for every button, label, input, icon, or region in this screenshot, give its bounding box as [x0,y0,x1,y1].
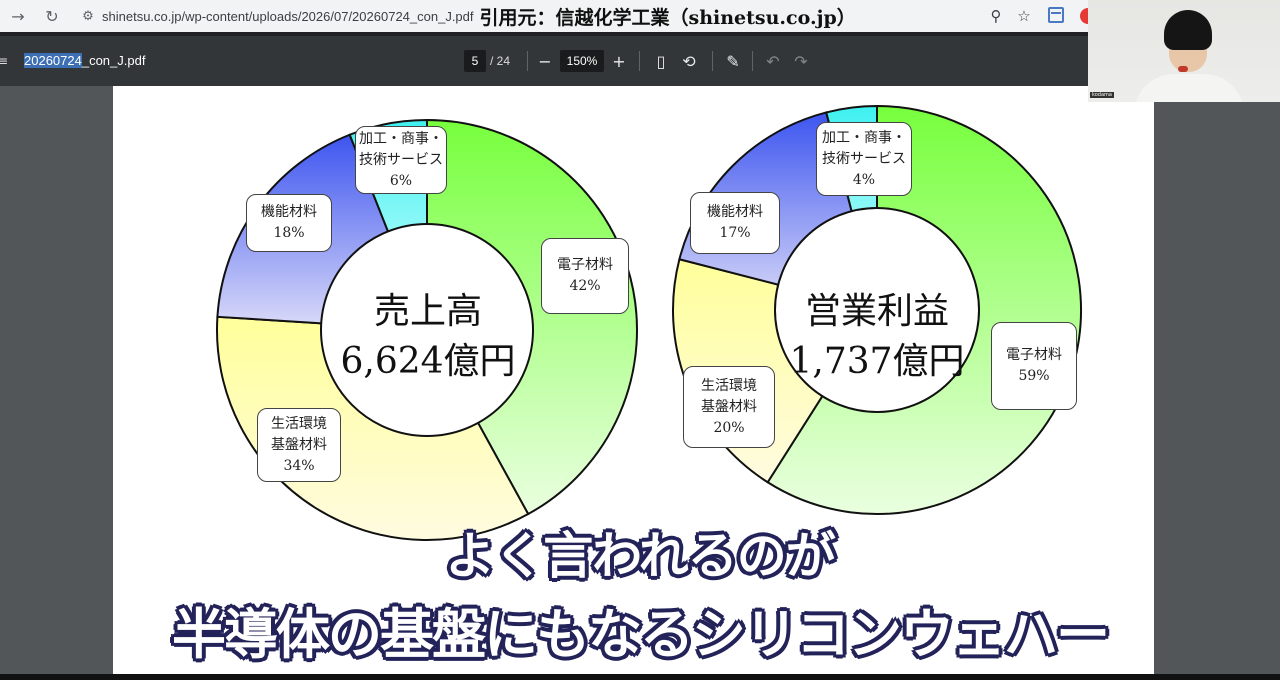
toolbar-divider [752,51,753,71]
undo-icon[interactable]: ↶ [766,51,780,71]
donut-charts [216,104,1082,541]
subtitle-line1: よく言われるのが [445,527,836,585]
chart2-label-processing: 加工・商事・ 技術サービス 4% [816,122,912,196]
pdf-toolbar: ≡ 20260724_con_J.pdf 5 / 24 − 150% + ▯ ⟲… [0,36,1090,86]
site-info-icon[interactable]: ⚙ [82,8,94,24]
pdf-page: 売上高 6,624億円 加工・商事・ 技術サービス 6% 機能材料 18% 電子… [113,86,1154,674]
zoom-icon[interactable]: ⚲ [990,7,1002,25]
filename-selected: 20260724 [24,53,82,68]
webcam-overlay: kodama [1088,0,1280,102]
label-line: 電子材料 [1006,347,1062,363]
page-total: / 24 [490,54,511,68]
webcam-name-tag: kodama [1090,92,1114,98]
label-line: 基盤材料 [701,398,757,415]
url-text: shinetsu.co.jp/wp-content/uploads/2026/0… [102,8,474,24]
presenter-hair [1164,10,1212,50]
label-value: 17% [719,225,751,241]
zoom-in-icon[interactable]: + [612,51,626,71]
chart1-label-functional: 機能材料 18% [246,194,332,252]
chart2-center-title: 営業利益 [804,291,949,332]
chart1-label-electronic: 電子材料 42% [541,238,629,314]
label-line: 加工・商事・ [822,129,906,146]
chart1-center-hole [320,223,534,437]
forward-icon[interactable]: → [11,6,25,26]
label-line: 電子材料 [557,257,613,273]
pdf-filename: 20260724_con_J.pdf [24,53,145,68]
page-number-input[interactable]: 5 [464,50,486,72]
subtitle-line2: 半導体の基盤にもなるシリコンウェハー [172,603,1110,666]
label-line: 生活環境 [271,415,327,432]
label-line: 加工・商事・ [359,130,443,147]
label-value: 34% [283,457,315,474]
extension-red-icon[interactable] [1080,8,1090,24]
label-value: 42% [569,278,601,294]
annotate-icon[interactable]: ✎ [726,51,740,71]
chart1-label-living: 生活環境 基盤材料 34% [257,408,341,482]
chart2-center-hole [774,207,980,413]
label-line: 技術サービス [359,151,443,168]
presenter-body [1134,74,1244,102]
citation-caption: 引用元：信越化学工業（shinetsu.co.jp） [479,6,856,29]
reload-icon[interactable]: ↻ [45,6,59,26]
toolbar-divider [712,51,713,71]
chart2-label-functional: 機能材料 17% [690,192,780,254]
extension-icon[interactable] [1048,7,1064,23]
label-value: 20% [713,419,745,436]
filename-rest: _con_J.pdf [81,53,146,68]
headset-mic-icon [1178,66,1188,72]
label-line: 機能材料 [261,204,317,220]
toolbar-divider [527,51,528,71]
browser-toolbar: → ↻ ⚙ shinetsu.co.jp/wp-content/uploads/… [0,0,1090,32]
label-value: 59% [1018,368,1050,384]
pdf-viewport[interactable]: 売上高 6,624億円 加工・商事・ 技術サービス 6% 機能材料 18% 電子… [0,86,1280,674]
chart1-label-processing: 加工・商事・ 技術サービス 6% [355,126,447,194]
zoom-input[interactable]: 150% [560,50,604,72]
address-bar[interactable]: ⚙ shinetsu.co.jp/wp-content/uploads/2026… [74,2,1034,30]
chart2-center-value: 1,737億円 [789,341,965,382]
chart1-center-title: 売上高 [373,291,482,332]
chart2-label-living: 生活環境 基盤材料 20% [683,366,775,448]
label-line: 生活環境 [701,377,757,394]
label-line: 基盤材料 [271,436,327,453]
label-value: 18% [273,225,305,241]
chart2-label-electronic: 電子材料 59% [991,322,1077,410]
fit-page-icon[interactable]: ▯ [656,51,666,71]
label-value: 6% [389,172,413,189]
zoom-out-icon[interactable]: − [538,51,552,71]
label-line: 技術サービス [822,150,906,167]
label-line: 機能材料 [707,204,763,220]
bottom-edge [0,674,1280,680]
rotate-icon[interactable]: ⟲ [682,51,696,71]
toolbar-divider [639,51,640,71]
label-value: 4% [852,171,876,188]
menu-icon[interactable]: ≡ [0,54,9,68]
redo-icon[interactable]: ↷ [794,51,808,71]
chart1-center-value: 6,624億円 [340,341,516,382]
bookmark-star-icon[interactable]: ☆ [1017,7,1031,25]
